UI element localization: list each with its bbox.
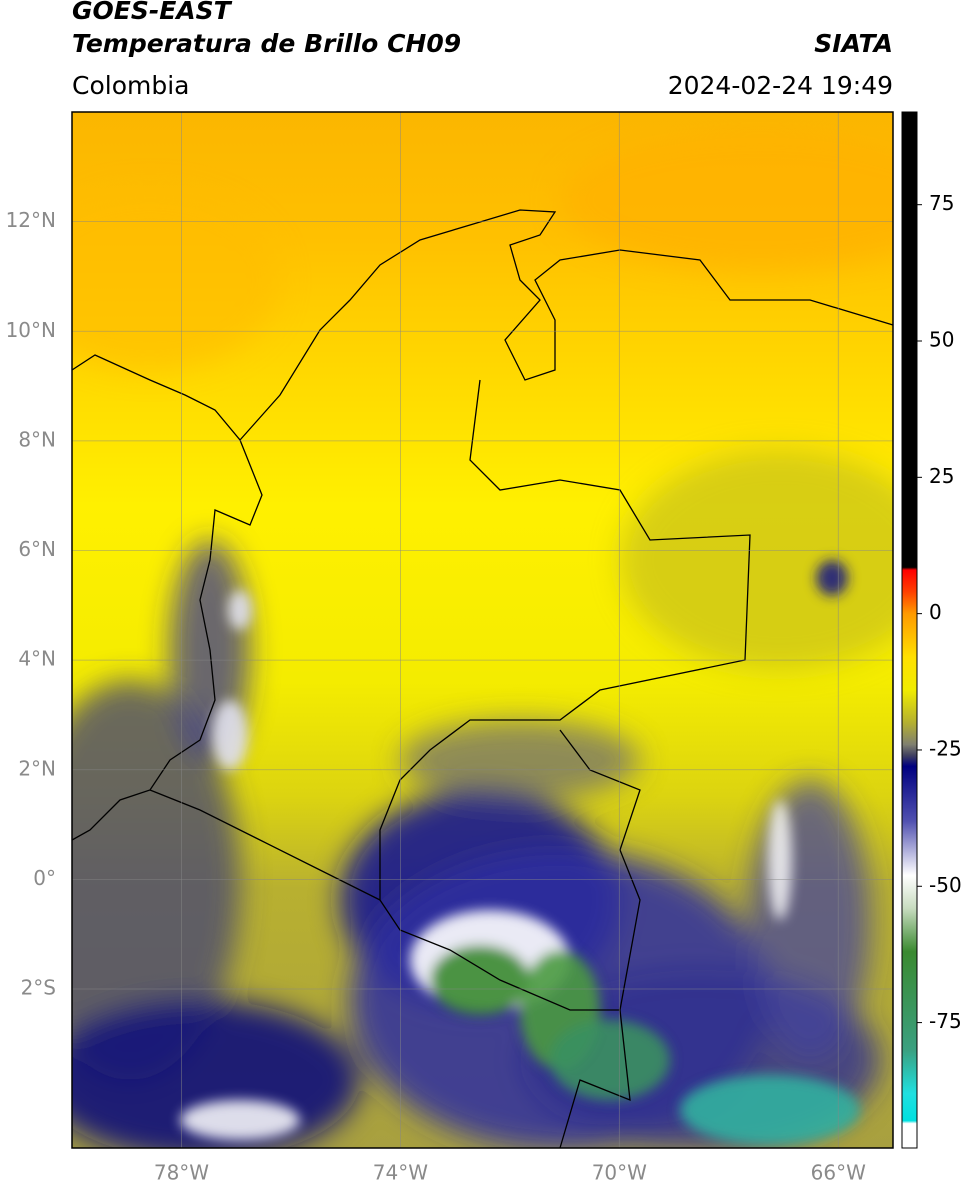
- map-frame: [71, 111, 894, 1149]
- x-tick-label: 70°W: [592, 1161, 647, 1185]
- colorbar-tick-label: 0: [929, 600, 942, 624]
- subtitle: Temperatura de Brillo CH09: [72, 29, 461, 58]
- y-tick-label: 4°N: [18, 647, 56, 671]
- title: GOES-EAST: [72, 0, 233, 25]
- satellite-image: [72, 112, 893, 1148]
- y-tick-label: 10°N: [6, 318, 56, 342]
- source: SIATA: [814, 29, 893, 58]
- cold-cloud-tops: [180, 560, 860, 1145]
- x-tick-label: 78°W: [154, 1161, 209, 1185]
- x-tick-label: 74°W: [373, 1161, 428, 1185]
- y-tick-label: 12°N: [6, 208, 56, 232]
- coastlines-and-borders: [72, 209, 893, 1148]
- colorbar-tick-label: 25: [929, 464, 954, 488]
- colorbar: 75 50 25 0 -25 -50 -75: [901, 111, 962, 1149]
- colorbar-tick-label: -75: [929, 1009, 962, 1033]
- axes: 78°W 74°W 70°W 66°W 12°N 10°N 8°N 6°N 4°N 2°N 0° 2°…: [6, 208, 867, 1184]
- colorbar-tick-label: 75: [929, 191, 954, 215]
- y-tick-label: 8°N: [18, 427, 56, 451]
- x-tick-label: 66°W: [811, 1161, 866, 1185]
- y-tick-label: 2°N: [18, 756, 56, 780]
- colorbar-tick-label: -25: [929, 736, 962, 760]
- colorbar-bar: [901, 111, 918, 1149]
- colorbar-tick-label: 50: [929, 328, 954, 352]
- y-tick-label: 2°S: [21, 976, 56, 1000]
- y-tick-label: 6°N: [18, 537, 56, 561]
- region: Colombia: [72, 71, 189, 100]
- colorbar-tick-label: -50: [929, 873, 962, 897]
- datetime: 2024-02-24 19:49: [668, 71, 893, 100]
- grid: [72, 112, 893, 1148]
- y-tick-label: 0°: [33, 866, 56, 890]
